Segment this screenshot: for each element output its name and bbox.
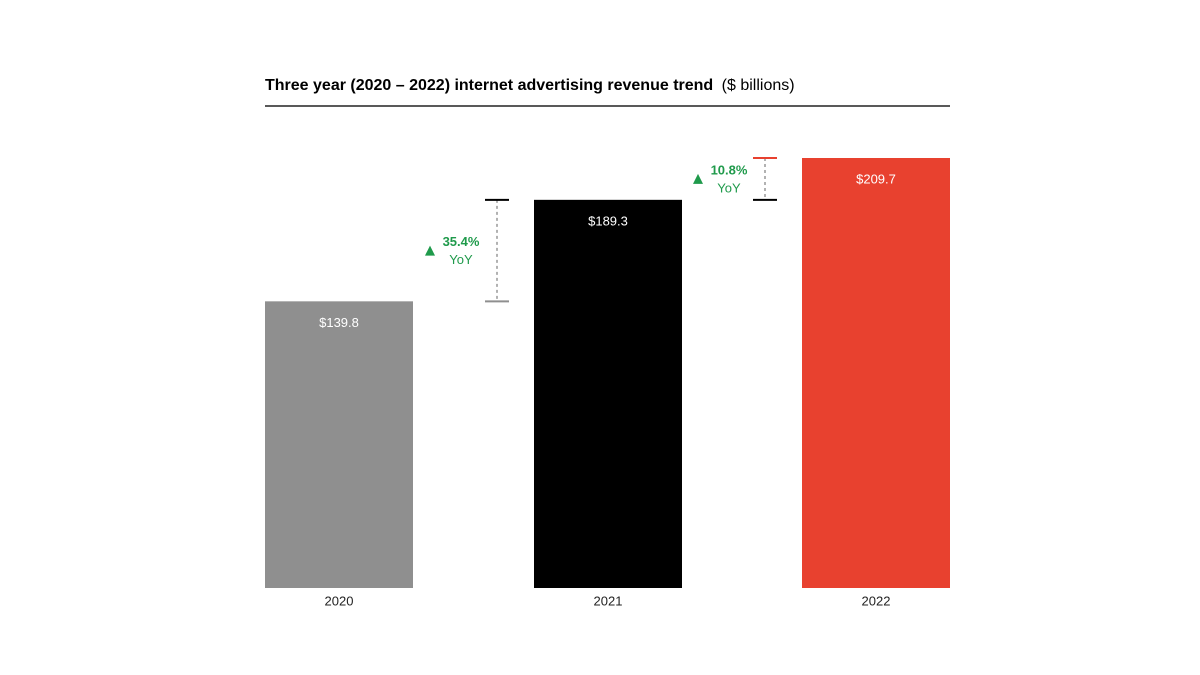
bar xyxy=(534,199,682,589)
value-label: $189.3 xyxy=(588,213,628,228)
annotation-value: 35.4% xyxy=(443,234,480,249)
value-label: $139.8 xyxy=(319,315,359,330)
chart-unit: ($ billions) xyxy=(722,77,795,94)
value-label: $209.7 xyxy=(856,171,896,186)
annotation-note: YoY xyxy=(449,252,473,267)
annotation-note: YoY xyxy=(717,180,741,195)
x-tick-label: 2022 xyxy=(862,593,891,608)
annotation-value: 10.8% xyxy=(711,162,748,177)
bar xyxy=(265,301,413,588)
chart-title: Three year (2020 – 2022) internet advert… xyxy=(265,77,713,94)
x-tick-label: 2021 xyxy=(594,593,623,608)
chart-title-line: Three year (2020 – 2022) internet advert… xyxy=(265,77,795,94)
up-arrow xyxy=(693,173,703,184)
up-arrow xyxy=(425,245,435,256)
bar xyxy=(802,158,950,588)
x-tick-label: 2020 xyxy=(325,593,354,608)
